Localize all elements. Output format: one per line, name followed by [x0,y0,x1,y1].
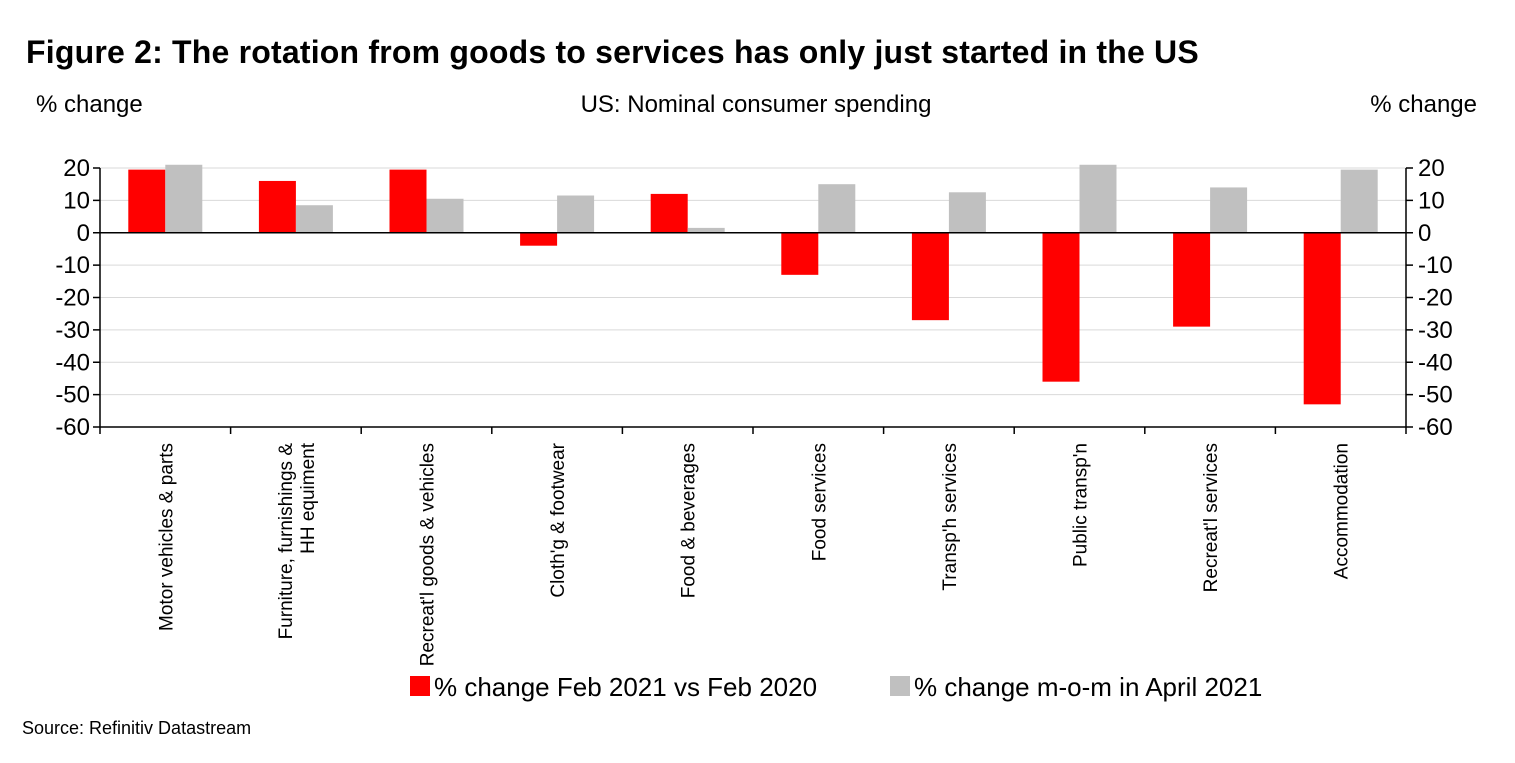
bar-mom-april2021 [1340,169,1378,233]
category-label-group: Accommodation [1332,443,1353,579]
bar-mom-april2021 [1210,187,1248,233]
bar-mom-april2021 [1079,164,1117,233]
category-label-group: Recreat'l goods & vehicles [418,443,439,666]
category-label: Motor vehicles & parts [156,443,177,631]
legend-swatch [890,676,910,696]
category-label: Furniture, furnishings & [276,443,297,640]
y-tick-label-right: 20 [1418,155,1445,182]
bar-feb2021-vs-feb2020 [1042,232,1080,382]
bar-mom-april2021 [687,227,725,233]
y-tick-label-left: 20 [63,155,90,182]
y-axis-label-left: % change [36,91,143,118]
y-tick-label-left: 0 [77,220,90,247]
y-tick-labels: 20 20 10 10 0 0 -10 -10 -20 -20 -30 -30 -40 -40 -50 -50… [55,155,1452,441]
bar-feb2021-vs-feb2020 [781,232,819,275]
category-label: Food services [809,443,830,561]
category-label: Recreat'l services [1201,443,1222,592]
y-tick-label-left: -50 [55,382,90,409]
y-tick-label-left: -40 [55,349,90,376]
bar-mom-april2021 [948,192,986,233]
bar-feb2021-vs-feb2020 [128,169,166,233]
page-title: Figure 2: The rotation from goods to ser… [26,34,1199,70]
bar-feb2021-vs-feb2020 [258,180,296,233]
y-tick-label-left: 10 [63,187,90,214]
y-axis-label-right: % change [1370,91,1477,118]
y-tick-label-left: -20 [55,285,90,312]
category-label-group: Cloth'g & footwear [548,442,569,597]
chart-title: US: Nominal consumer spending [581,91,932,118]
category-label: Accommodation [1332,443,1353,579]
bar-feb2021-vs-feb2020 [1173,232,1211,327]
category-label: Transp'h services [940,443,961,591]
category-label-group: Transp'h services [940,443,961,591]
bar-mom-april2021 [165,164,203,233]
legend-label: % change Feb 2021 vs Feb 2020 [434,672,817,702]
category-label: Food & beverages [679,443,700,598]
axes [93,167,1413,434]
category-label: Recreat'l goods & vehicles [418,443,439,666]
bar-feb2021-vs-feb2020 [389,169,427,233]
bar-mom-april2021 [426,198,464,233]
category-label-group: Recreat'l services [1201,443,1222,592]
category-label-group: Furniture, furnishings & HH equiment [276,442,319,639]
bar-mom-april2021 [295,205,333,233]
legend: % change Feb 2021 vs Feb 2020 % change m-… [410,672,1262,702]
y-tick-label-right: -50 [1418,382,1453,409]
bar-mom-april2021 [818,184,856,233]
y-tick-label-right: -40 [1418,349,1453,376]
y-tick-label-right: -10 [1418,252,1453,279]
y-tick-label-right: -60 [1418,414,1453,441]
bar-feb2021-vs-feb2020 [650,193,688,233]
category-label-group: Food & beverages [679,443,700,598]
category-label-group: Public transp'n [1071,443,1092,567]
category-label: HH equiment [298,442,319,554]
y-tick-label-right: -20 [1418,285,1453,312]
legend-swatch [410,676,430,696]
category-label-group: Motor vehicles & parts [156,443,177,631]
bar-feb2021-vs-feb2020 [911,232,949,321]
bar-mom-april2021 [557,195,595,233]
source-note: Source: Refinitiv Datastream [22,718,252,738]
bars [128,164,1378,405]
y-tick-label-left: -10 [55,252,90,279]
legend-label: % change m-o-m in April 2021 [914,672,1262,702]
y-tick-label-right: 10 [1418,187,1445,214]
category-label: Public transp'n [1071,443,1092,567]
category-label-group: Food services [809,443,830,561]
y-tick-label-right: 0 [1418,220,1431,247]
category-label: Cloth'g & footwear [548,442,569,597]
y-tick-label-left: -60 [55,414,90,441]
bar-feb2021-vs-feb2020 [1303,232,1341,405]
bar-feb2021-vs-feb2020 [520,232,558,246]
y-tick-label-right: -30 [1418,317,1453,344]
category-labels: Motor vehicles & parts Furniture, furnish… [156,442,1352,666]
y-tick-label-left: -30 [55,317,90,344]
